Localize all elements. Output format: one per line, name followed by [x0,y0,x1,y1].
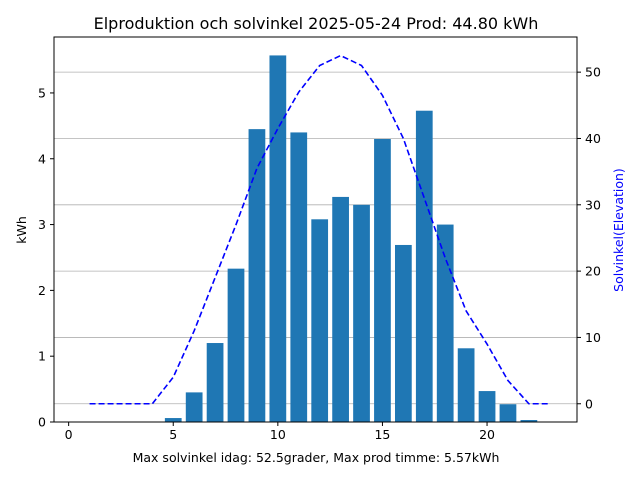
y-axis-label-left: kWh [14,216,29,244]
y-axis-label-right: Solvinkel(Elevation) [611,168,626,292]
x-tick-label: 10 [270,427,286,442]
bar [311,219,328,422]
y-tick-label-right: 30 [585,197,601,212]
y-tick-label-left: 3 [38,217,46,232]
bar [353,205,370,422]
bar [416,111,433,422]
bar [228,269,245,422]
x-tick-label: 0 [65,427,73,442]
bar [437,225,454,422]
bar [458,348,475,422]
bar [479,391,496,422]
x-tick-label: 15 [374,427,390,442]
y-tick-label-right: 40 [585,131,601,146]
y-tick-label-left: 4 [38,151,46,166]
bar [395,245,412,422]
y-tick-label-right: 0 [585,396,593,411]
bar [500,404,517,422]
y-tick-label-right: 10 [585,330,601,345]
y-tick-label-right: 20 [585,264,601,279]
y-tick-label-left: 2 [38,283,46,298]
bar-layer [165,55,537,422]
y-tick-label-left: 1 [38,349,46,364]
x-tick-label: 20 [479,427,495,442]
chart-title: Elproduktion och solvinkel 2025-05-24 Pr… [94,14,539,33]
bar [207,343,224,422]
bar [269,55,286,422]
y-tick-label-left: 5 [38,85,46,100]
bar [186,392,203,422]
x-tick-label: 5 [169,427,177,442]
bar [290,132,307,422]
bar [165,418,182,422]
x-axis-label: Max solvinkel idag: 52.5grader, Max prod… [133,450,500,465]
bar [374,139,391,422]
y-tick-label-right: 50 [585,65,601,80]
bar [249,129,266,422]
bar [332,197,349,422]
y-tick-label-left: 0 [38,415,46,430]
